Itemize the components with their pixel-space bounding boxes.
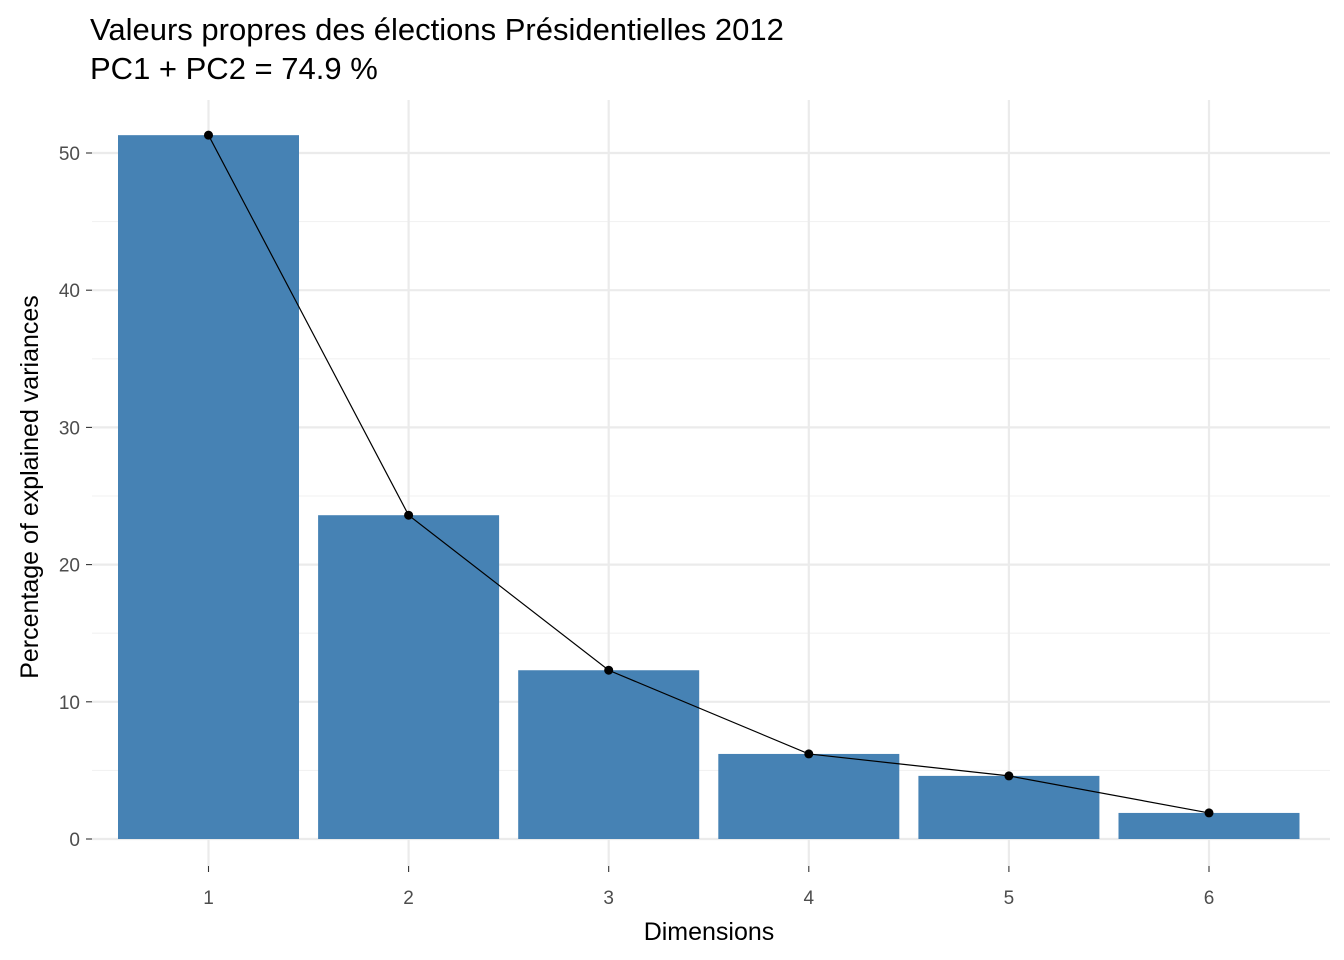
y-tick-label: 20	[59, 556, 80, 577]
variance-point	[604, 665, 614, 675]
y-tick-label: 40	[59, 281, 80, 302]
y-tick-label: 0	[69, 830, 80, 851]
bars	[118, 135, 1300, 839]
x-axis-title: Dimensions	[644, 918, 775, 946]
variance-point	[204, 130, 213, 140]
variance-point	[804, 749, 814, 759]
x-tick-label: 4	[804, 888, 815, 909]
bar	[118, 135, 299, 839]
x-tick-label: 5	[1004, 888, 1015, 909]
variance-polyline	[207, 134, 1210, 814]
x-tick-label: 3	[603, 888, 614, 909]
chart-title: Valeurs propres des élections Présidenti…	[90, 12, 784, 47]
bar	[718, 753, 900, 839]
y-tick-label: 50	[59, 144, 80, 165]
y-axis: 0 10 20 30 40 50	[59, 144, 92, 851]
bar	[318, 515, 500, 839]
variance-point	[1004, 771, 1014, 781]
bar	[518, 670, 700, 839]
chart-subtitle: PC1 + PC2 = 74.9 %	[90, 51, 378, 86]
x-tick-label: 2	[403, 888, 414, 909]
x-axis: 1 2 3 4 5 6	[203, 866, 1214, 909]
variance-point	[404, 510, 414, 520]
bar	[918, 775, 1100, 839]
y-axis-title: Percentage of explained variances	[16, 295, 44, 679]
variance-line	[204, 130, 1214, 818]
y-tick-label: 30	[59, 418, 80, 439]
y-tick-label: 10	[59, 693, 80, 714]
x-tick-label: 1	[203, 888, 214, 909]
variance-point	[1204, 808, 1214, 818]
x-tick-label: 6	[1204, 888, 1215, 909]
